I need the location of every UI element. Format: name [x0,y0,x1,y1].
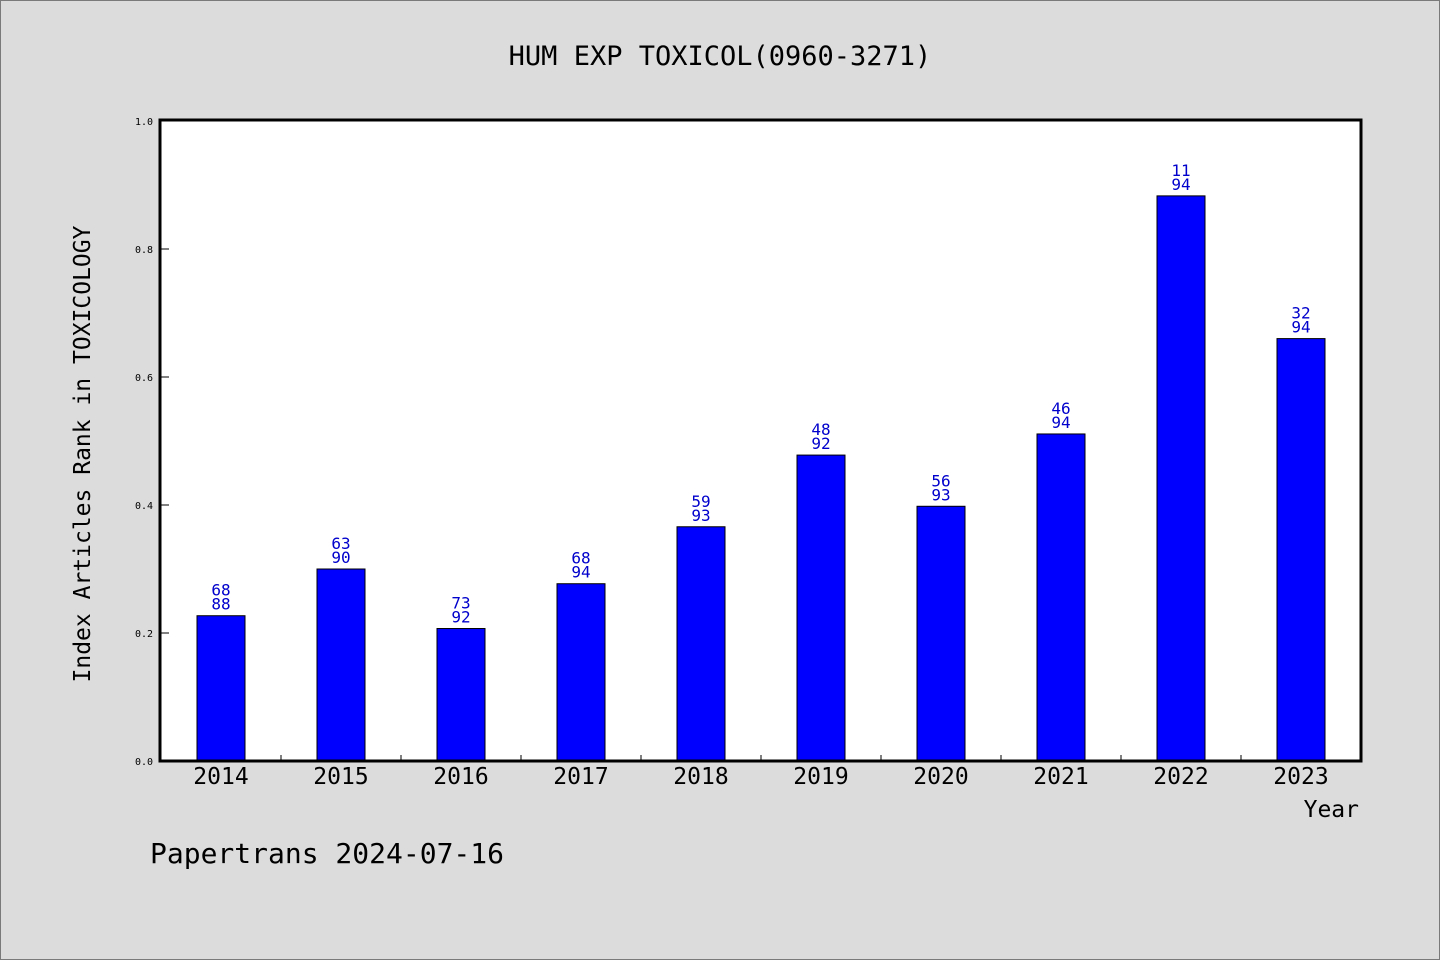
ticks: 0.0 0.2 0.4 0.6 0.8 1.0 2014 2015 2016 2017 2018 20… [135,117,1329,790]
y-tick-label: 0.4 [135,501,153,512]
bar-total-label: 92 [451,608,470,627]
bar-rank-label: 68 [571,549,590,568]
x-tick-label: 2020 [913,764,968,790]
bar-2015 [316,568,366,762]
x-axis-label: Year [1304,797,1359,823]
plot-frame [158,118,1363,763]
x-tick-label: 2023 [1273,764,1328,790]
bar-total-label: 90 [331,548,350,567]
bar-rank-label: 11 [1171,161,1190,180]
bar-rank-label: 32 [1291,304,1310,323]
bar-total-label: 93 [691,506,710,525]
x-tick-label: 2015 [313,764,368,790]
bar-2022 [1156,195,1206,762]
bar-rank-label: 63 [331,534,350,553]
bar-2021 [1036,433,1086,762]
x-tick-label: 2014 [193,764,248,790]
x-tick-label: 2018 [673,764,728,790]
bar-total-label: 94 [571,563,590,582]
x-tick-label: 2017 [553,764,608,790]
chart-title: HUM EXP TOXICOL(0960-3271) [509,41,932,72]
y-tick-label: 0.0 [135,757,153,768]
bar-total-label: 93 [931,485,950,504]
y-tick-label: 0.2 [135,629,153,640]
bar-rank-label: 68 [211,581,230,600]
y-tick-label: 0.8 [135,245,153,256]
bar-2019 [796,454,846,762]
y-tick-label: 0.6 [135,373,153,384]
x-tick-label: 2021 [1033,764,1088,790]
bar-rank-label: 46 [1051,399,1070,418]
x-tick-label: 2022 [1153,764,1208,790]
bar-2020 [916,505,966,762]
bar-2017 [556,583,606,762]
bar-total-label: 94 [1051,413,1070,432]
bar-rank-label: 56 [931,471,950,490]
footer-text: Papertrans 2024-07-16 [150,837,504,870]
bar-rank-label: 73 [451,594,470,613]
bar-total-label: 92 [811,434,830,453]
bar-total-label: 94 [1171,175,1190,194]
bar-rank-label: 48 [811,420,830,439]
y-axis-label: Index Articles Rank in TOXICOLOGY [70,225,96,682]
x-tick-label: 2019 [793,764,848,790]
bar-2016 [436,628,486,762]
bar-total-label: 88 [211,595,230,614]
bar-rank-label: 59 [691,492,710,511]
y-tick-label: 1.0 [135,117,153,128]
bar-2014 [196,615,246,762]
x-tick-label: 2016 [433,764,488,790]
bar-2023 [1276,338,1326,762]
bar-total-label: 94 [1291,318,1310,337]
bar-2018 [676,526,726,762]
